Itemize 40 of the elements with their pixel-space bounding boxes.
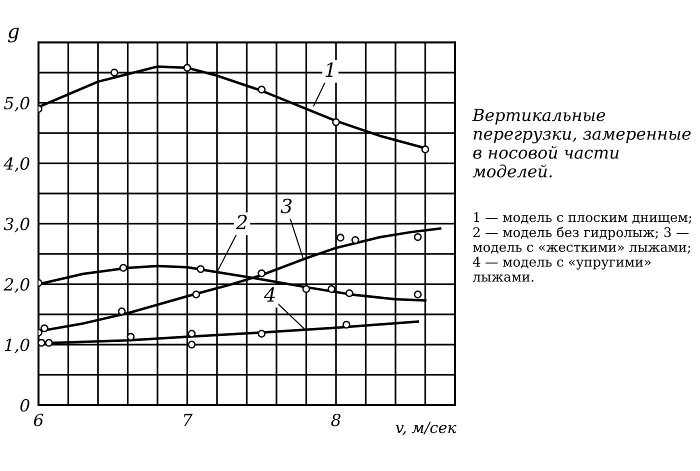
text: 1 — модель с плоским днищем; 2 — модель без гидролыж; 3 — модель с «жесткими» лыжами; 4 — модель с «упругими» лыжами.: [472, 212, 692, 282]
point: [196, 265, 205, 274]
point: [328, 285, 336, 293]
y-axis-title: g: [8, 28, 19, 42]
point: [44, 338, 53, 347]
point: [183, 64, 192, 72]
x-tick-label: 6: [34, 414, 44, 426]
x-tick-label: 8: [331, 414, 340, 426]
point: [302, 285, 310, 293]
point: [342, 320, 350, 329]
y-tick-label: 0: [20, 399, 30, 412]
annotation: 2: [236, 214, 247, 230]
point: [119, 264, 128, 272]
point: [414, 290, 422, 298]
point: [188, 340, 196, 349]
point: [258, 330, 266, 338]
point: [188, 330, 196, 338]
point: [336, 234, 344, 242]
x-axis-title: v, м/сек: [396, 422, 456, 436]
text: Вертикальные перегрузки, замеренные в носовой части моделей.: [472, 108, 691, 178]
x-tick-label: 7: [184, 414, 193, 426]
annotation: 3: [280, 198, 292, 214]
y-tick-label: 1,0: [4, 338, 30, 354]
point: [110, 68, 118, 77]
point: [258, 269, 266, 278]
point: [38, 338, 46, 347]
point: [192, 290, 200, 298]
point: [351, 236, 360, 244]
annotation: 1: [326, 62, 333, 77]
y-tick-label: 3,0: [4, 218, 30, 232]
point: [345, 289, 354, 298]
point: [40, 324, 48, 332]
point: [258, 86, 266, 94]
point: [414, 233, 422, 241]
y-tick-label: 5,0: [4, 96, 30, 112]
point: [421, 145, 430, 154]
y-tick-label: 4,0: [4, 157, 30, 172]
annotation: 4: [264, 287, 275, 302]
y-tick-label: 2,0: [4, 278, 30, 293]
point: [332, 118, 340, 126]
